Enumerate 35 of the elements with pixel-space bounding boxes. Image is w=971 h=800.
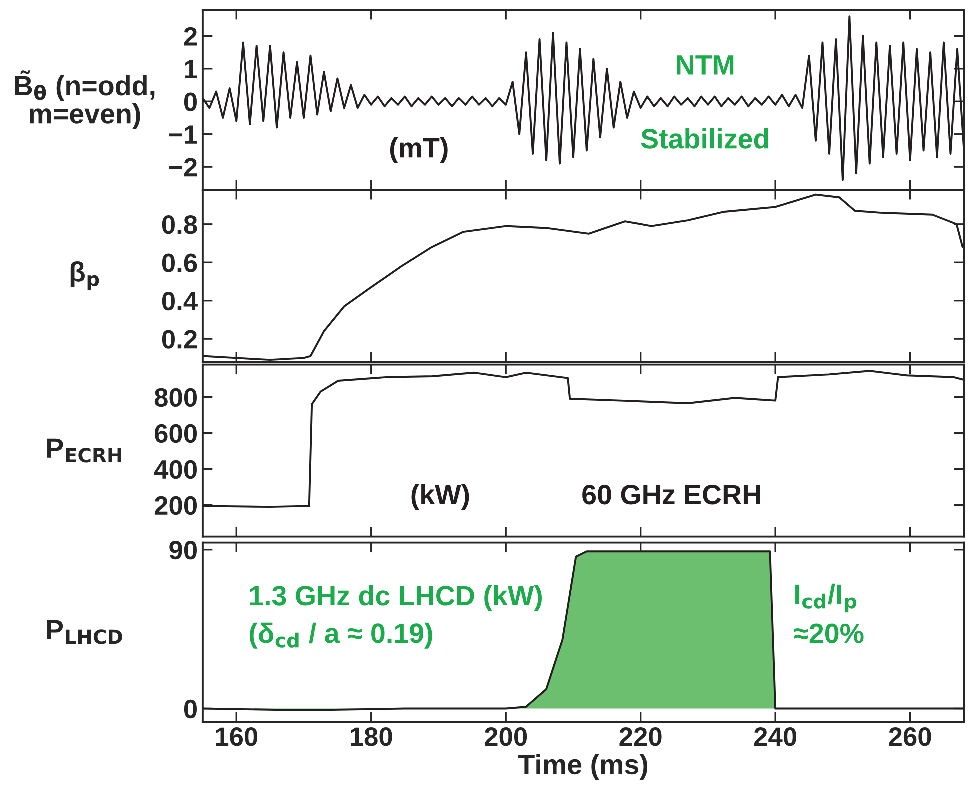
y-tick-label: 0.2 <box>162 330 198 349</box>
y-tick-label: 800 <box>154 388 197 408</box>
annotation: Stabilized <box>641 128 768 149</box>
y-tick-label: 0 <box>184 92 197 112</box>
annotation: ≈20% <box>794 624 864 644</box>
x-tick-label: 200 <box>485 728 528 746</box>
y-tick-label: 400 <box>154 460 197 480</box>
annotation: I$_{cd}$/I$_{p}$ <box>796 584 857 613</box>
y-tick-label: 1 <box>185 60 198 78</box>
x-tick-label: 220 <box>620 728 662 746</box>
y-tick-label: 2 <box>184 27 198 46</box>
y-axis-title: P$_{LHCD}$ <box>47 620 122 644</box>
y-tick-label: 0 <box>184 700 197 719</box>
annotation: (kW) <box>412 484 470 510</box>
y-tick-label: 200 <box>154 496 197 516</box>
y-tick-label: 600 <box>155 424 197 444</box>
x-tick-label: 160 <box>216 728 258 746</box>
y-tick-label: 90 <box>170 540 197 560</box>
y-axis-title: β$_{p}$ <box>70 262 100 290</box>
annotation: (mT) <box>390 137 448 164</box>
x-tick-label: 240 <box>754 728 797 746</box>
y-axis-title: P$_{ECRH}$ <box>47 438 122 463</box>
x-tick-label: 180 <box>351 728 392 746</box>
annotation: 60 GHz ECRH <box>582 485 760 505</box>
y-tick-label: −1 <box>169 126 198 144</box>
y-tick-label: −2 <box>169 158 198 177</box>
y-axis-title: B̃$_{θ}$ (n=odd, m=even) <box>15 70 155 130</box>
y-tick-label: 0.4 <box>162 292 198 311</box>
annotation: NTM <box>677 56 734 75</box>
annotation: (δ$_{cd}$ / a ≈ 0.19) <box>250 622 432 649</box>
x-axis-title: Time (ms) <box>518 754 648 780</box>
annotation: 1.3 GHz dc LHCD (kW) <box>250 585 542 612</box>
x-tick-label: 260 <box>889 728 932 746</box>
y-tick-label: 0.8 <box>162 216 198 234</box>
y-tick-label: 0.6 <box>162 254 198 272</box>
